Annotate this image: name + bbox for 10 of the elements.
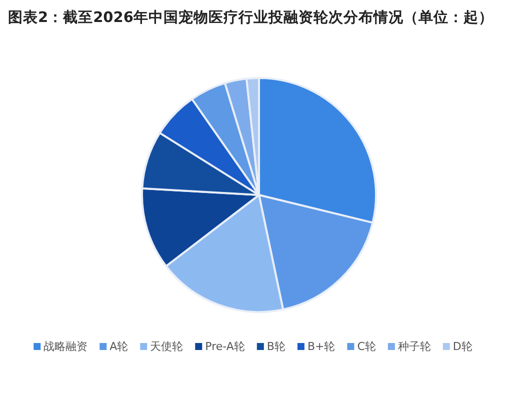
legend-label: 天使轮 (150, 340, 184, 353)
legend-label: B+轮 (307, 340, 336, 353)
legend-label: D轮 (452, 340, 472, 353)
legend-label: C轮 (357, 340, 376, 353)
legend-label: Pre-A轮 (205, 340, 245, 353)
legend-label: 战略融资 (44, 340, 88, 353)
legend-label: B轮 (266, 340, 286, 353)
legend-label: A轮 (110, 340, 128, 353)
title: 图表2：截至2026年中国宠物医疗行业投融资轮次分布情况（单位：起） (8, 10, 494, 26)
legend-label: 种子轮 (398, 340, 431, 353)
